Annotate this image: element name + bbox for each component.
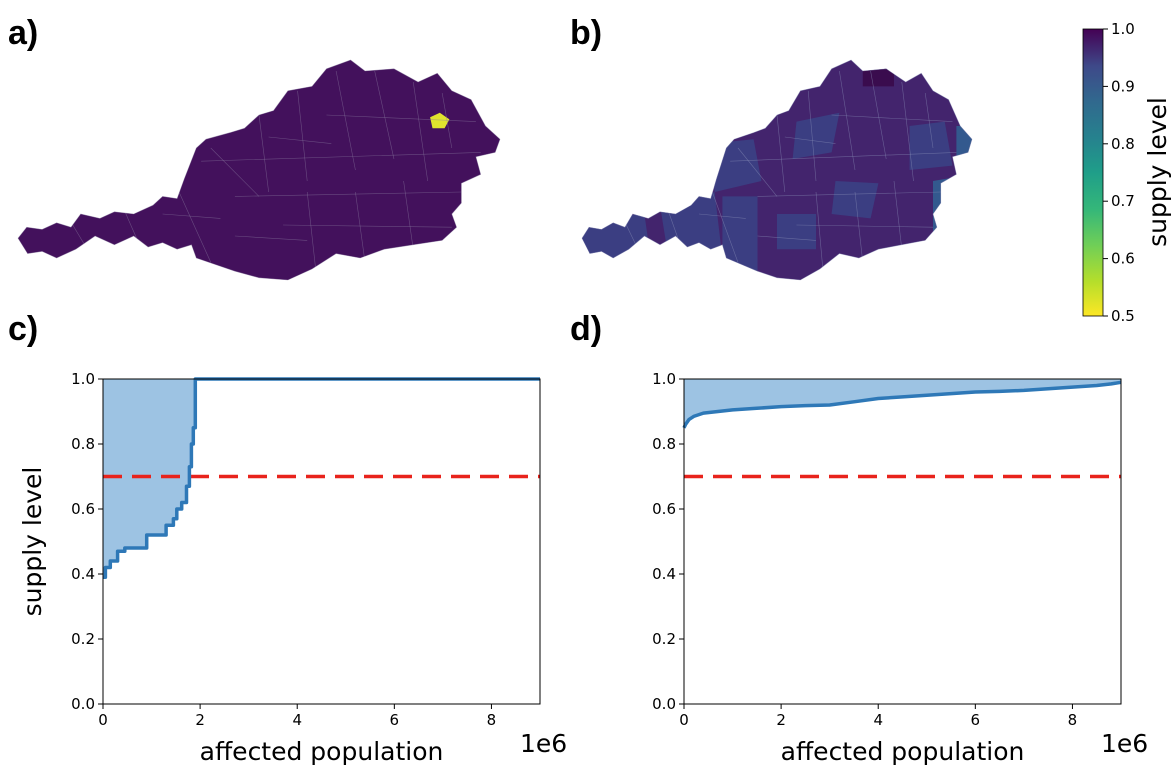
- district-border: [870, 70, 887, 160]
- district-border: [162, 213, 221, 219]
- district-border: [201, 152, 481, 162]
- colorbar: 1.0 0.9 0.8 0.7 0.6 0.5 supply level: [1082, 20, 1172, 325]
- y-tick-label: 0.6: [652, 500, 676, 518]
- district-border: [355, 191, 366, 263]
- x-tick-label: 8: [1068, 711, 1078, 729]
- x-tick-label: 8: [487, 711, 497, 729]
- y-tick-label: 0.2: [71, 630, 95, 648]
- map-region: [933, 174, 972, 241]
- district-border: [234, 235, 308, 241]
- district-border: [831, 114, 953, 122]
- map-region: [582, 214, 653, 269]
- x-axis-label: affected population: [781, 737, 1025, 766]
- district-border: [710, 187, 739, 263]
- district-border: [807, 90, 817, 182]
- map-region: [722, 196, 758, 280]
- panel-label-d: d): [570, 310, 602, 348]
- panel-label-c: c): [8, 310, 38, 348]
- district-border: [283, 224, 452, 228]
- district-border: [210, 147, 260, 197]
- map-region: [792, 112, 840, 159]
- map-region: [777, 214, 816, 250]
- y-tick-label: 1.0: [71, 370, 95, 388]
- map-outline: [18, 60, 500, 280]
- map-region: [430, 112, 450, 129]
- district-border: [893, 180, 903, 250]
- area-fill: [103, 379, 540, 578]
- x-tick-label: 2: [195, 711, 205, 729]
- district-border: [297, 90, 308, 182]
- district-border: [924, 92, 934, 149]
- colorbar-tick-label: 1.0: [1111, 20, 1135, 38]
- y-tick-label: 0.2: [652, 630, 676, 648]
- x-axis-multiplier: 1e6: [520, 729, 567, 758]
- x-tick-label: 0: [98, 711, 108, 729]
- colorbar-tick-label: 0.5: [1111, 307, 1135, 325]
- colorbar-tick-label: 0.8: [1111, 135, 1135, 153]
- district-border: [234, 191, 462, 197]
- supply-curve: [103, 377, 540, 580]
- colorbar-tick-label: 0.6: [1111, 250, 1135, 268]
- district-border: [737, 147, 778, 197]
- x-tick-label: 2: [776, 711, 786, 729]
- district-border: [335, 70, 356, 171]
- x-axis-multiplier: 1e6: [1101, 729, 1148, 758]
- district-border: [698, 213, 746, 219]
- axes-frame: [683, 378, 1122, 705]
- y-tick-label: 1.0: [652, 370, 676, 388]
- map-austria-b: [581, 59, 973, 281]
- x-tick-label: 4: [292, 711, 302, 729]
- district-border: [326, 114, 476, 122]
- y-tick-label: 0.0: [652, 695, 676, 713]
- map-region: [956, 126, 972, 159]
- district-border: [730, 152, 957, 162]
- district-border: [901, 81, 914, 182]
- district-border: [776, 114, 786, 193]
- district-border: [757, 191, 941, 197]
- chart-c: 0 2 4 6 8 0.0 0.2 0.4 0.6 0.8 1.0 affected populati…: [18, 370, 567, 766]
- map-region: [831, 181, 879, 219]
- district-border: [441, 92, 453, 149]
- district-border: [854, 191, 864, 263]
- district-border: [839, 70, 856, 171]
- district-border: [258, 114, 269, 193]
- district-border: [412, 81, 428, 182]
- district-border: [374, 70, 395, 160]
- district-border: [815, 191, 825, 280]
- y-tick-label: 0.4: [652, 565, 676, 583]
- colorbar-label: supply level: [1143, 97, 1172, 247]
- x-tick-label: 4: [873, 711, 883, 729]
- y-tick-label: 0.0: [71, 695, 95, 713]
- y-axis-label: supply level: [18, 467, 47, 617]
- supply-curve: [682, 380, 1122, 429]
- district-border: [306, 191, 318, 280]
- axes-frame: [102, 378, 541, 705]
- district-border: [784, 136, 836, 144]
- map-region: [909, 121, 953, 170]
- district-border: [403, 180, 414, 250]
- colorbar-gradient: [1082, 28, 1104, 317]
- y-tick-label: 0.8: [652, 435, 676, 453]
- x-tick-label: 6: [971, 711, 981, 729]
- colorbar-tick-label: 0.7: [1111, 192, 1135, 210]
- chart-d: 0 2 4 6 8 0.0 0.2 0.4 0.6 0.8 1.0 affected populati…: [652, 370, 1148, 766]
- y-tick-label: 0.8: [71, 435, 95, 453]
- district-border: [176, 187, 212, 263]
- district-border: [268, 136, 332, 144]
- area-fill: [684, 379, 1121, 428]
- map-region: [862, 60, 894, 87]
- y-tick-label: 0.6: [71, 500, 95, 518]
- map-austria-a: [17, 59, 501, 281]
- y-tick-label: 0.4: [71, 565, 95, 583]
- x-tick-label: 6: [390, 711, 400, 729]
- panel-label-b: b): [570, 14, 602, 52]
- x-tick-label: 0: [679, 711, 689, 729]
- colorbar-tick-label: 0.9: [1111, 77, 1135, 95]
- panel-label-a: a): [8, 14, 38, 52]
- x-axis-label: affected population: [200, 737, 444, 766]
- district-border: [757, 235, 817, 241]
